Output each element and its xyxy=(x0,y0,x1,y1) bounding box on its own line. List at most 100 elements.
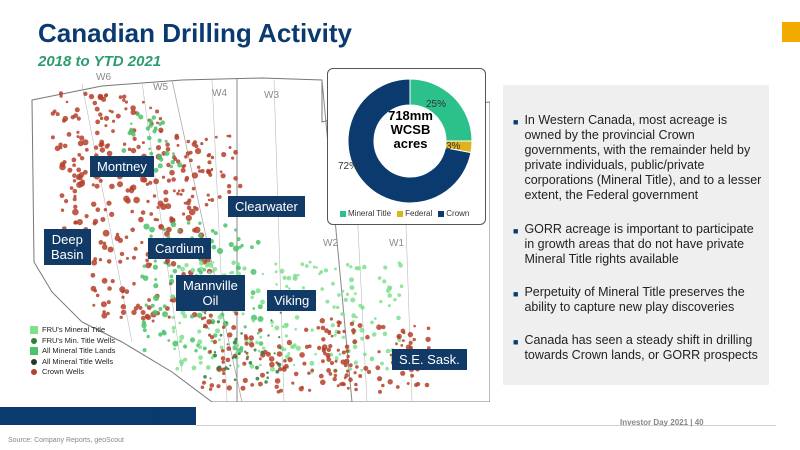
well-dot xyxy=(100,217,106,222)
map-legend-item: All Mineral Title Lands xyxy=(30,346,115,357)
well-dot xyxy=(234,337,238,341)
well-dot xyxy=(250,383,255,387)
well-dot xyxy=(163,261,167,265)
well-dot xyxy=(223,223,228,228)
well-dot xyxy=(256,331,260,335)
well-dot xyxy=(363,352,367,357)
well-dot xyxy=(145,126,151,131)
well-dot xyxy=(200,385,205,390)
well-dot xyxy=(130,105,136,111)
well-dot xyxy=(216,247,224,255)
pie-center-line1: 718mm xyxy=(388,108,433,123)
well-dot xyxy=(83,169,88,175)
well-dot xyxy=(385,348,391,354)
well-dot xyxy=(274,262,278,266)
well-dot xyxy=(357,323,363,328)
well-dot xyxy=(352,339,358,345)
well-dot xyxy=(131,309,137,316)
well-dot xyxy=(344,344,350,350)
region-viking: Viking xyxy=(267,290,317,311)
well-dot xyxy=(220,173,226,179)
well-dot xyxy=(318,373,324,379)
well-dot xyxy=(177,189,181,193)
well-dot xyxy=(373,317,377,320)
well-dot xyxy=(169,164,173,169)
well-dot xyxy=(351,328,356,334)
well-dot xyxy=(145,258,149,263)
region-montney: Montney xyxy=(90,156,154,177)
well-dot xyxy=(99,139,105,145)
well-dot xyxy=(300,385,304,389)
region-clearwater: Clearwater xyxy=(228,196,305,217)
well-dot xyxy=(158,117,163,121)
well-dot xyxy=(337,324,341,328)
well-dot xyxy=(406,382,410,385)
well-dot xyxy=(171,325,176,330)
well-dot xyxy=(251,319,255,323)
well-dot xyxy=(354,266,359,271)
well-dot xyxy=(120,309,127,315)
well-dot xyxy=(225,321,228,324)
well-dot xyxy=(345,292,350,296)
well-dot xyxy=(396,335,401,339)
well-dot xyxy=(275,361,279,365)
well-dot xyxy=(212,339,218,345)
well-dot xyxy=(59,193,65,198)
well-dot xyxy=(343,297,348,302)
well-dot xyxy=(122,98,126,102)
well-dot xyxy=(124,235,129,239)
well-dot xyxy=(249,342,255,348)
well-dot xyxy=(148,180,153,185)
well-dot xyxy=(133,306,139,311)
acreage-pie-card: 718mm WCSB acres 25% 3% 72% Mineral Titl… xyxy=(327,68,486,225)
well-dot xyxy=(217,338,221,342)
well-dot xyxy=(157,163,163,169)
well-dot xyxy=(197,165,201,169)
well-dot xyxy=(402,339,405,342)
pie-legend-label: Federal xyxy=(405,209,433,218)
well-dot xyxy=(159,129,163,134)
bullet-icon: ■ xyxy=(513,337,519,347)
well-dot xyxy=(161,175,166,179)
well-dot xyxy=(294,328,298,331)
well-dot xyxy=(360,336,364,341)
well-dot xyxy=(270,324,274,328)
well-dot xyxy=(50,111,55,116)
well-dot xyxy=(360,369,364,372)
well-dot xyxy=(319,270,324,274)
pie-legend-swatch xyxy=(340,210,346,217)
well-dot xyxy=(125,188,130,193)
well-dot xyxy=(126,256,129,260)
well-dot xyxy=(167,263,171,267)
well-dot xyxy=(206,319,212,325)
well-dot xyxy=(132,281,136,286)
well-dot xyxy=(333,369,338,373)
well-dot xyxy=(179,334,185,340)
well-dot xyxy=(378,389,382,394)
well-dot xyxy=(334,356,339,361)
well-dot xyxy=(284,334,288,338)
well-dot xyxy=(346,386,350,390)
well-dot xyxy=(343,363,348,368)
well-dot xyxy=(248,335,254,341)
well-dot xyxy=(278,367,283,372)
well-dot xyxy=(157,200,164,207)
well-dot xyxy=(180,167,186,173)
bullet-icon: ■ xyxy=(513,289,519,299)
well-dot xyxy=(231,356,235,360)
well-dot xyxy=(308,388,312,392)
well-dot xyxy=(292,363,296,367)
well-dot xyxy=(358,303,363,308)
bullet-icon: ■ xyxy=(513,226,519,236)
well-dot xyxy=(146,305,152,310)
well-dot xyxy=(200,317,204,321)
well-dot xyxy=(316,326,321,330)
well-dot xyxy=(275,283,278,286)
region-cardium: Cardium xyxy=(148,238,212,259)
well-dot xyxy=(181,188,185,193)
well-dot xyxy=(141,141,145,145)
well-dot xyxy=(74,107,80,113)
well-dot xyxy=(202,325,205,329)
well-dot xyxy=(240,332,243,335)
pie-pct-crown: 72% xyxy=(338,161,359,172)
